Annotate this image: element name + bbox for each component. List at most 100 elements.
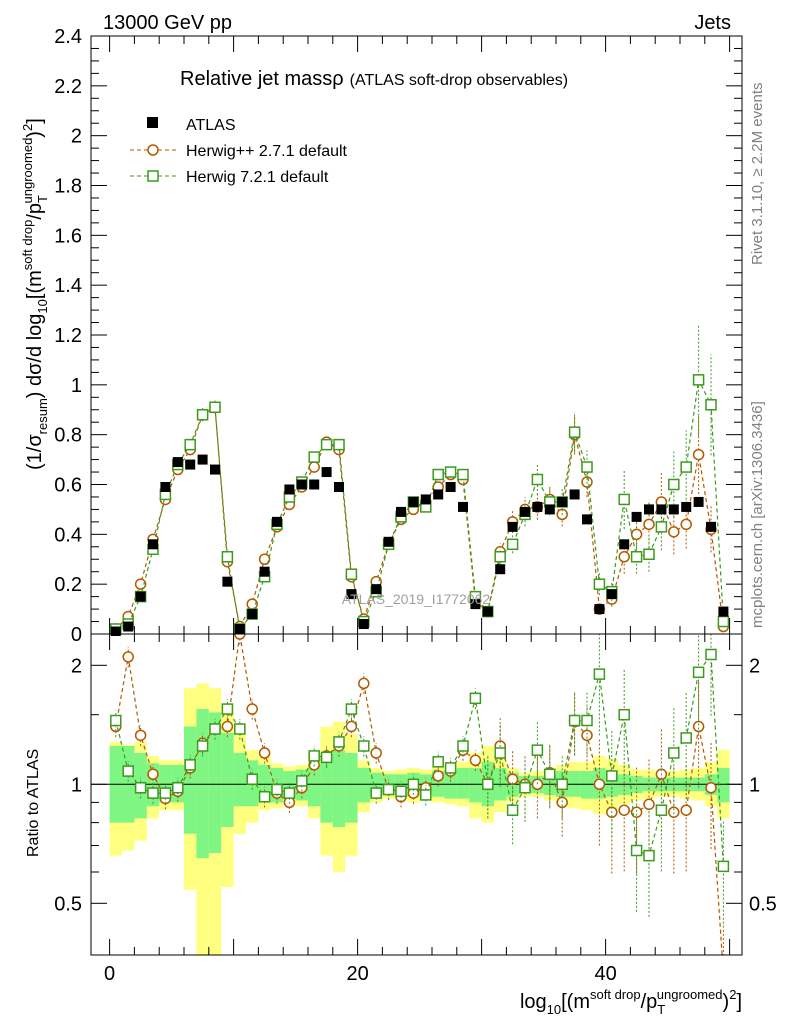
main-herwig7-point-49	[717, 615, 730, 628]
main-y-axis-label: (1/σresum) dσ/d log10[(msoft drop/pTungr…	[20, 118, 50, 470]
main-atlas-point-38	[582, 514, 592, 525]
main-herwig7-point-43	[643, 548, 655, 561]
ratio-herwig7-point-2	[134, 782, 147, 794]
main-atlas-point-5	[172, 457, 183, 468]
band-inner-29	[469, 767, 482, 803]
legend-marker-herwig-pp	[147, 144, 159, 156]
ratio-herwig7-point-30	[482, 778, 494, 791]
main-ytick-label-2: 0.4	[54, 524, 82, 546]
main-herwig-pp-point-45	[668, 526, 680, 538]
ratio-herwig-pp-point-11	[246, 703, 258, 715]
ratio-herwig-pp-point-49	[718, 970, 728, 980]
ratio-herwig7-point-0	[110, 714, 122, 727]
band-inner-17	[320, 753, 333, 823]
ratio-herwig-pp-point-46	[680, 804, 692, 816]
main-atlas-point-31	[495, 564, 506, 575]
ratio-herwig7-point-13	[271, 783, 283, 796]
main-herwig7-point-6	[184, 438, 196, 451]
ratio-herwig7-point-21	[370, 787, 382, 799]
main-herwig7-point-27	[444, 466, 457, 478]
ratio-herwig7-point-47	[692, 666, 705, 679]
main-atlas-point-20	[358, 619, 369, 630]
ratio-plot-series	[110, 634, 730, 980]
main-herwig7-point-42	[630, 551, 643, 563]
ratio-herwig7-point-7	[196, 740, 209, 752]
header-left: 13000 GeV pp	[103, 12, 232, 34]
ratio-herwig7-point-17	[320, 751, 333, 764]
main-plot-series	[110, 323, 730, 636]
main-atlas-point-6	[185, 459, 196, 470]
ratio-herwig7-point-25	[420, 789, 432, 801]
main-atlas-point-10	[234, 624, 245, 635]
ratio-herwig-pp-point-47	[692, 720, 705, 733]
main-herwig7-point-16	[308, 451, 320, 463]
main-herwig7-point-44	[655, 521, 668, 533]
main-herwig7-point-45	[668, 478, 680, 491]
ratio-herwig7-point-41	[618, 708, 630, 721]
ratio-herwig7-point-45	[668, 747, 680, 759]
main-herwig7-point-37	[568, 426, 581, 438]
ratio-herwig7-point-15	[296, 775, 308, 787]
main-ytick-label-12: 2.4	[54, 26, 82, 48]
band-inner-16	[308, 764, 321, 807]
main-atlas-point-36	[557, 496, 568, 507]
main-atlas-point-34	[532, 501, 543, 512]
main-atlas-point-30	[482, 606, 493, 617]
ratio-herwig-pp-point-12	[258, 747, 271, 759]
ratio-herwig7-point-37	[568, 714, 581, 727]
ratio-ytick-label-right-1: 1	[749, 774, 760, 796]
main-atlas-point-7	[197, 454, 208, 465]
main-atlas-point-0	[110, 626, 121, 636]
ratio-herwig7-point-26	[432, 756, 444, 768]
ratio-herwig-pp-point-43	[643, 798, 655, 811]
ratio-herwig-pp-point-3	[147, 768, 159, 781]
ratio-herwig7-point-49	[717, 860, 730, 873]
ratio-herwig7-point-24	[407, 778, 420, 791]
main-atlas-point-23	[396, 506, 406, 517]
main-ytick-label-6: 1.2	[54, 325, 82, 347]
main-atlas-point-42	[631, 511, 642, 522]
ratio-herwig7-point-11	[246, 773, 258, 785]
side-label-rivet: Rivet 3.1.10, ≥ 2.2M events	[749, 83, 766, 266]
ratio-herwig7-point-8	[209, 723, 221, 735]
main-herwig-pp-point-2	[134, 578, 147, 590]
band-inner-28	[456, 767, 470, 799]
main-herwig7-line	[115, 377, 724, 631]
main-herwig7-point-38	[581, 461, 593, 473]
main-atlas-point-3	[148, 539, 158, 550]
ratio-ytick-label-2: 2	[71, 655, 82, 677]
main-herwig-pp-point-43	[643, 518, 655, 531]
main-atlas-point-29	[470, 599, 481, 610]
ratio-herwig-pp-point-10	[234, 634, 246, 640]
ratio-herwig7-point-28	[457, 740, 469, 752]
main-atlas-point-43	[644, 504, 654, 515]
main-atlas-point-49	[718, 606, 729, 617]
main-atlas-point-40	[606, 589, 617, 600]
chart-title: Relative jet massρ (ATLAS soft-drop obser…	[180, 68, 568, 90]
main-atlas-point-28	[458, 501, 468, 512]
main-atlas-point-8	[210, 464, 220, 475]
main-ytick-label-1: 0.2	[54, 574, 82, 596]
main-herwig-pp-point-46	[680, 518, 692, 531]
band-inner-27	[444, 771, 457, 799]
main-atlas-point-39	[594, 604, 605, 615]
ratio-herwig7-point-42	[630, 844, 643, 857]
ratio-herwig-pp-point-41	[618, 804, 630, 816]
ratio-herwig7-point-20	[358, 740, 370, 752]
ratio-herwig-pp-point-34	[531, 778, 544, 791]
ratio-herwig7-point-12	[258, 791, 271, 803]
band-inner-10	[233, 753, 246, 807]
legend-label-herwig7: Herwig 7.2.1 default	[186, 169, 329, 186]
main-atlas-point-17	[321, 467, 332, 478]
ratio-herwig7-point-27	[444, 762, 457, 774]
band-inner-18	[332, 750, 346, 827]
axis-tick-labels: 0 0.2 0.4 0.6 0.8 1 1.2 1.4 1.6 1.8 2 2.2 2.4 0.5 0.5 1…	[54, 26, 777, 985]
main-atlas-point-11	[247, 609, 258, 620]
analysis-watermark: ATLAS_2019_I1772062	[342, 591, 491, 607]
ratio-herwig7-point-6	[184, 759, 196, 771]
main-herwig7-point-26	[432, 468, 444, 481]
main-herwig7-point-47	[692, 374, 705, 386]
main-atlas-point-15	[296, 479, 307, 490]
main-ytick-label-7: 1.4	[54, 275, 82, 297]
